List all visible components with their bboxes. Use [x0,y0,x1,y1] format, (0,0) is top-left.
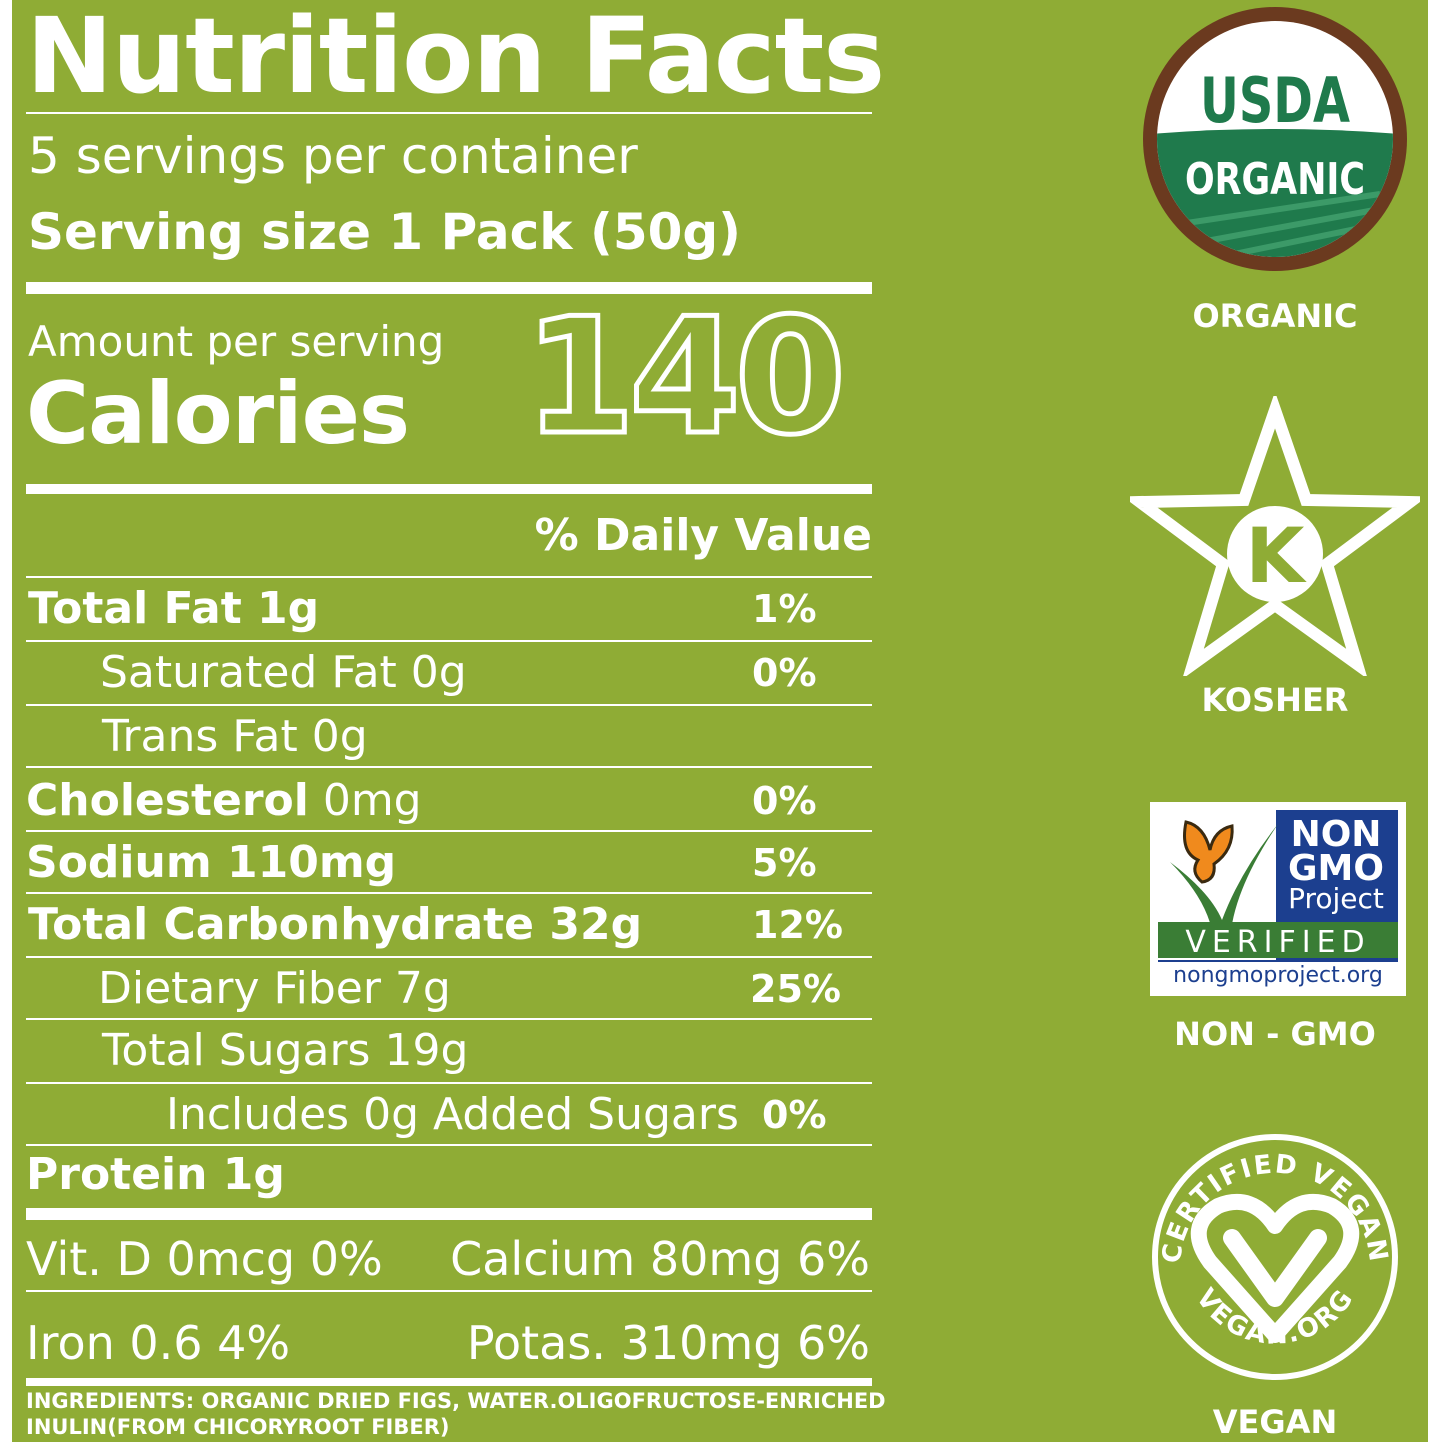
calories-value-text: 140 [524,302,840,462]
nutrient-amount: 110mg [211,837,397,888]
divider-thin [26,1290,872,1292]
nutrient-row-saturated-fat: Saturated Fat 0g 0% [26,642,872,706]
serving-size: Serving size 1 Pack (50g) [28,203,742,261]
gmo-text: GMO [1288,848,1384,889]
nutrient-row-cholesterol: Cholesterol 0mg 0% [26,770,872,834]
nutrient-name: Total Sugars [102,1025,371,1076]
right-edge [1428,0,1442,1442]
vitamin-row-2: Iron 0.6 4% Potas. 310mg 6% [26,1308,872,1378]
calories-label: Calories [26,364,410,464]
nutrient-amount: 32g [534,899,643,950]
ingredients-line: INGREDIENTS: ORGANIC DRIED FIGS, WATER.O… [26,1389,886,1413]
nutrition-facts-panel: Nutrition Facts 5 servings per container… [26,0,886,1442]
vitamin-d: Vit. D 0mcg 0% [26,1232,383,1286]
divider-thin [26,640,872,642]
project-text: Project [1288,882,1384,915]
nutrient-name: Protein [26,1149,208,1200]
ingredients-line: INULIN(FROM CHICORYROOT FIBER) [26,1415,450,1439]
ingredients-text: INGREDIENTS: ORGANIC DRIED FIGS, WATER.O… [26,1388,886,1440]
nutrient-amount: 19g [370,1025,469,1076]
calories-value: 140 [524,302,844,462]
divider-thin [26,766,872,768]
certification-badges: USDA ORGANIC ORGANIC K KOSHER NON GMO Pr… [1120,0,1430,1442]
divider-thin [26,1082,872,1084]
non-gmo-label: NON - GMO [1174,1015,1376,1053]
divider-thin [26,892,872,894]
divider-thin [26,112,872,114]
nutrient-name: Sodium [26,837,212,888]
nutrient-amount: 7g [380,963,451,1014]
nongmo-url-text: nongmoproject.org [1173,963,1383,988]
divider-medium [26,484,872,494]
daily-value-header: % Daily Value [534,510,872,561]
nutrient-amount: 1g [207,1149,285,1200]
nutrient-row-total-carbohydrate: Total Carbonhydrate 32g 12% [26,894,872,958]
certified-vegan-icon: CERTIFIED VEGAN VEGAN.ORG [1152,1134,1398,1380]
nutrient-name: Total Carbonhydrate [28,899,535,950]
usda-text: USDA [1200,64,1350,137]
nutrient-row-total-sugars: Total Sugars 19g [26,1020,872,1084]
kosher-k: K [1246,511,1308,600]
verified-text: VERIFIED [1185,925,1370,960]
nutrient-amount: 0g [297,711,368,762]
kosher-label: KOSHER [1201,681,1349,719]
nutrient-row-added-sugars: Includes 0g Added Sugars 0% [26,1084,872,1148]
nutrient-name: Includes 0g Added Sugars [166,1089,739,1140]
nutrient-name: Saturated Fat [100,647,397,698]
iron: Iron 0.6 4% [26,1316,291,1370]
left-edge [0,0,12,1442]
divider-thin [26,830,872,832]
nutrient-name: Cholesterol [26,775,309,826]
nutrient-name: Dietary Fiber [98,963,381,1014]
nutrient-row-protein: Protein 1g [26,1144,872,1208]
organic-label: ORGANIC [1192,297,1358,335]
nutrient-row-sodium: Sodium 110mg 5% [26,832,872,896]
non-gmo-project-icon: NON GMO Project VERIFIED nongmoproject.o… [1150,802,1406,996]
nutrient-amount: 0g [396,647,467,698]
divider-thin [26,956,872,958]
nutrient-dv: 0% [752,651,817,695]
nutrition-title: Nutrition Facts [26,0,885,117]
nutrient-row-trans-fat: Trans Fat 0g [26,706,872,770]
nutrient-amount: 1g [241,583,320,634]
divider-thick [26,282,872,294]
usda-organic-seal-icon: USDA ORGANIC [1143,7,1407,271]
vitamin-row-1: Vit. D 0mcg 0% Calcium 80mg 6% [26,1224,872,1294]
non-text: NON [1291,814,1382,855]
organic-text: ORGANIC [1185,154,1365,205]
divider-thin [26,1144,872,1146]
nutrient-dv: 12% [752,903,843,947]
nutrient-amount: 0mg [308,775,422,826]
nutrient-row-total-fat: Total Fat 1g 1% [26,578,872,642]
vegan-label: VEGAN [1212,1403,1338,1441]
calcium: Calcium 80mg 6% [450,1232,870,1286]
nutrient-name: Trans Fat [102,711,298,762]
divider-thick [26,1208,872,1220]
divider-medium [26,1378,872,1386]
nutrient-dv: 1% [752,587,817,631]
divider-thin [26,576,872,578]
kosher-star-icon: K [1130,396,1420,676]
potassium: Potas. 310mg 6% [466,1316,870,1370]
nutrient-dv: 0% [762,1093,827,1137]
divider-thin [26,1018,872,1020]
nutrient-name: Total Fat [28,583,242,634]
nutrient-dv: 25% [750,967,841,1011]
nutrient-dv: 0% [752,779,817,823]
nutrient-dv: 5% [752,841,817,885]
amount-per-serving: Amount per serving [28,317,445,366]
nutrient-row-dietary-fiber: Dietary Fiber 7g 25% [26,958,872,1022]
servings-per-container: 5 servings per container [28,127,638,185]
divider-thin [26,704,872,706]
